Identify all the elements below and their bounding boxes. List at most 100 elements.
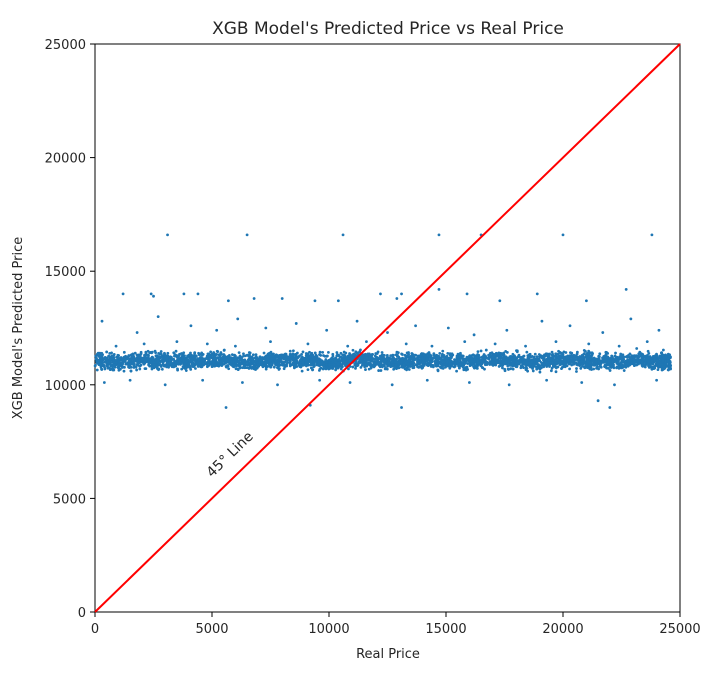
scatter-point (401, 358, 404, 362)
scatter-point (262, 351, 266, 355)
scatter-point (252, 297, 256, 300)
x-axis-ticks: 0 5000 10000 15000 20000 25000 (91, 612, 701, 637)
scatter-point (182, 351, 186, 355)
scatter-point (510, 357, 514, 360)
scatter-point (296, 361, 299, 365)
scatter-point (629, 356, 633, 360)
y-tick-label: 25000 (45, 38, 86, 53)
scatter-point (242, 354, 245, 358)
scatter-point (569, 351, 572, 355)
scatter-point (274, 360, 278, 363)
scatter-point (614, 351, 617, 355)
scatter-point (383, 364, 386, 368)
scatter-point (474, 355, 477, 359)
scatter-point (548, 365, 551, 368)
scatter-point (146, 353, 150, 357)
scatter-point (538, 370, 542, 374)
scatter-point (294, 359, 298, 363)
scatter-point (103, 360, 107, 363)
scatter-point (507, 356, 511, 360)
scatter-point (249, 355, 253, 359)
scatter-point (118, 360, 122, 364)
scatter-point (553, 363, 556, 367)
scatter-point (259, 358, 263, 362)
scatter-point (246, 358, 250, 362)
scatter-point (305, 361, 309, 364)
scatter-point (587, 349, 591, 353)
scatter-point (187, 353, 191, 357)
scatter-point (243, 364, 246, 368)
scatter-point (391, 363, 395, 367)
scatter-point (325, 360, 328, 364)
scatter-point (123, 365, 126, 369)
scatter-point (117, 364, 121, 368)
scatter-point (650, 359, 654, 362)
scatter-point (515, 362, 519, 365)
scatter-point (189, 324, 193, 328)
scatter-point (404, 361, 408, 365)
scatter-point (241, 366, 245, 370)
chart-title: XGB Model's Predicted Price vs Real Pric… (212, 19, 564, 39)
scatter-point (540, 319, 544, 323)
scatter-point (580, 381, 584, 384)
scatter-point (205, 342, 209, 346)
scatter-point (591, 359, 595, 363)
scatter-point (271, 354, 275, 358)
scatter-point (407, 364, 411, 368)
scatter-point (147, 363, 151, 367)
scatter-point (592, 367, 596, 371)
scatter-point (377, 361, 381, 365)
scatter-point (568, 367, 572, 371)
scatter-point (445, 354, 449, 358)
scatter-point (510, 362, 514, 366)
scatter-point (183, 366, 187, 370)
scatter-point (497, 351, 501, 355)
scatter-point (268, 362, 272, 365)
scatter-point (325, 328, 329, 332)
scatter-point (341, 233, 345, 237)
scatter-point (414, 353, 418, 357)
scatter-point (275, 353, 279, 357)
scatter-point (327, 350, 330, 354)
scatter-point (198, 361, 201, 365)
scatter-point (556, 359, 560, 362)
scatter-point (647, 365, 651, 369)
scatter-point (301, 350, 305, 354)
scatter-point (166, 351, 170, 355)
scatter-point (483, 367, 486, 371)
scatter-point (416, 354, 420, 358)
scatter-point (129, 369, 133, 373)
scatter-point (376, 356, 379, 360)
scatter-point (129, 358, 133, 362)
x-tick-label: 25000 (659, 622, 700, 637)
scatter-point (106, 366, 110, 370)
scatter-point (246, 363, 250, 367)
scatter-point (632, 358, 636, 361)
scatter-point (322, 364, 326, 368)
scatter-point (230, 353, 234, 357)
scatter-point (527, 358, 531, 361)
scatter-point (400, 352, 404, 356)
scatter-point (277, 357, 281, 361)
scatter-point (138, 359, 142, 362)
scatter-point (291, 358, 295, 362)
scatter-point (515, 365, 519, 369)
scatter-point (543, 358, 547, 361)
scatter-point (532, 363, 536, 367)
scatter-point (190, 354, 194, 358)
scatter-point (414, 324, 417, 328)
scatter-point (437, 360, 441, 364)
scatter-point (304, 352, 308, 355)
scatter-point (647, 360, 651, 364)
scatter-point (464, 368, 468, 372)
scatter-point (655, 361, 659, 365)
scatter-point (596, 399, 600, 403)
scatter-point (504, 360, 508, 364)
scatter-point (557, 349, 560, 353)
scatter-point (611, 357, 615, 361)
scatter-point (619, 352, 623, 356)
scatter-point (136, 363, 140, 367)
scatter-point (650, 233, 654, 237)
